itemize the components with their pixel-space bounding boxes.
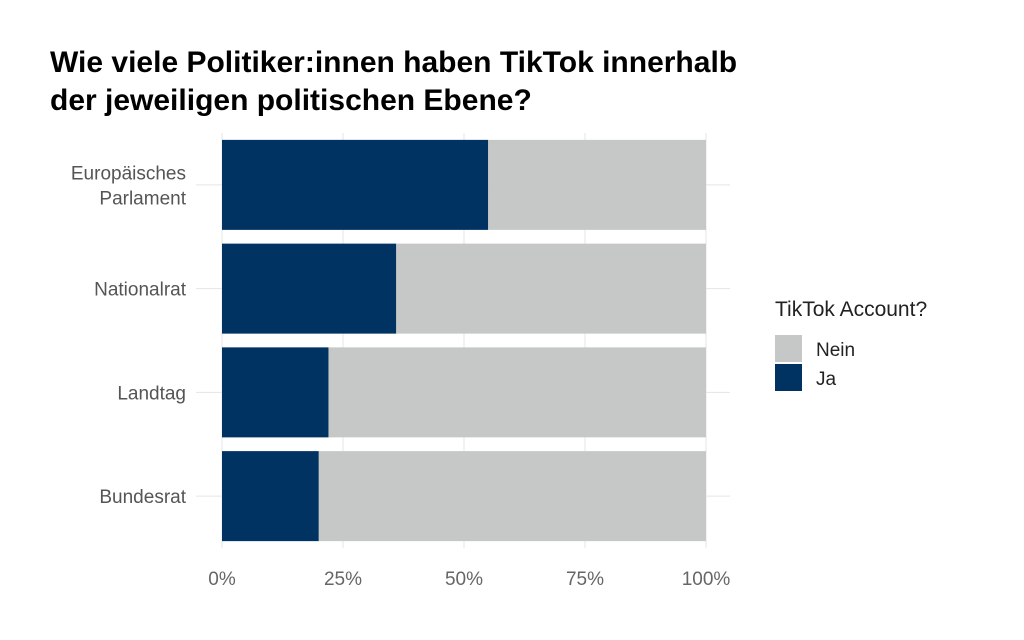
legend-label: Ja <box>816 369 837 390</box>
bar-ja <box>222 347 329 438</box>
category-label: Nationalrat <box>94 280 187 301</box>
x-tick-label: 50% <box>445 569 483 590</box>
title-line-1: Wie viele Politiker:innen haben TikTok i… <box>50 46 738 79</box>
category-label: Landtag <box>117 383 186 404</box>
x-tick-label: 100% <box>682 569 731 590</box>
chart-title: Wie viele Politiker:innen haben TikTok i… <box>50 44 850 120</box>
bar-nein <box>318 451 706 542</box>
category-label: Europäisches <box>71 163 186 184</box>
bar-nein <box>488 139 706 230</box>
x-tick-label: 0% <box>208 569 236 590</box>
legend-key-ja <box>775 364 802 391</box>
bar-ja <box>222 139 489 230</box>
bar-ja <box>222 243 397 334</box>
x-tick-label: 75% <box>566 569 604 590</box>
bar-nein <box>396 243 706 334</box>
x-tick-label: 25% <box>324 569 362 590</box>
legend-label: Nein <box>816 340 855 361</box>
category-label: Bundesrat <box>99 487 186 508</box>
title-line-2: der jeweiligen politischen Ebene? <box>50 84 532 117</box>
bar-ja <box>222 451 319 542</box>
legend-title: TikTok Account? <box>775 298 927 321</box>
category-label: Parlament <box>99 188 186 209</box>
bar-nein <box>328 347 706 438</box>
legend-key-nein <box>775 335 802 362</box>
